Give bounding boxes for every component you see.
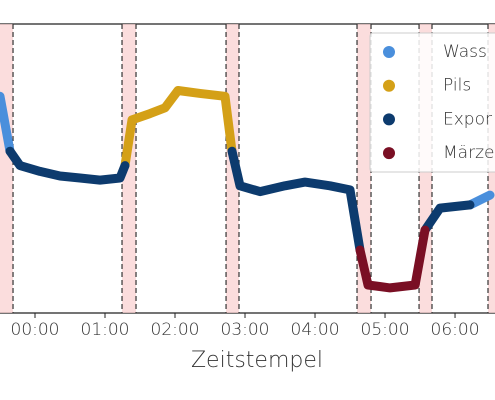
series-line — [120, 86, 237, 171]
x-tick-label: 01:00 — [81, 320, 130, 340]
legend-marker — [383, 147, 395, 160]
series-line — [0, 91, 15, 156]
series-line — [5, 146, 130, 185]
series-line — [420, 200, 475, 235]
legend-marker — [383, 79, 395, 92]
x-tick-label: 02:00 — [151, 320, 200, 340]
x-axis-label: Zeitstempel — [191, 348, 323, 373]
x-tick-label: 03:00 — [221, 320, 270, 340]
legend-label: Expor — [443, 109, 492, 129]
legend-marker — [383, 113, 395, 126]
x-tick-label: 00:00 — [11, 320, 60, 340]
change-span — [0, 24, 14, 313]
x-tick-label: 05:00 — [361, 320, 410, 340]
series-line — [355, 225, 430, 293]
legend-label: Pils — [443, 76, 471, 96]
change-span — [122, 24, 137, 313]
legend-label: Wass — [443, 42, 487, 62]
legend-marker — [383, 46, 395, 58]
legend-box — [369, 32, 495, 173]
x-tick-label: 04:00 — [291, 320, 340, 340]
legend-label: Märze — [443, 143, 494, 163]
legend: Wass Pils Expor Märze — [369, 32, 495, 173]
x-tick-label: 06:00 — [431, 320, 480, 340]
series-line — [227, 146, 365, 255]
